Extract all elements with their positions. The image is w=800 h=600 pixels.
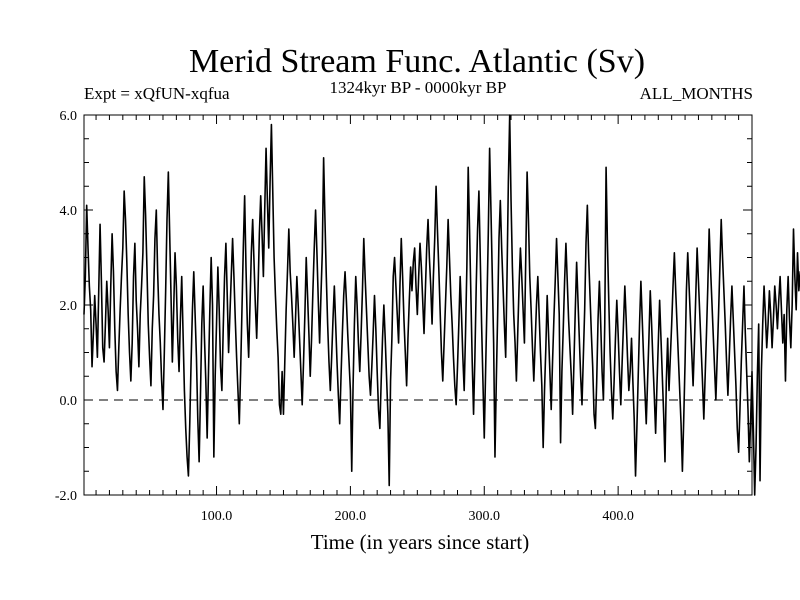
x-tick-label: 200.0 [335,509,367,524]
y-tick-label: 4.0 [60,204,78,219]
months-label: ALL_MONTHS [640,84,753,103]
axis-tick-labels: 100.0 200.0 300.0 400.0 -2.0 0.0 2.0 4.0 6.0 [55,109,634,524]
chart-title: Merid Stream Func. Atlantic (Sv) [189,43,645,80]
y-tick-label: 0.0 [60,394,78,409]
series-group [83,114,800,496]
x-tick-label: 400.0 [602,509,634,524]
x-tick-label: 300.0 [469,509,501,524]
y-tick-label: 6.0 [60,109,78,124]
y-tick-label: 2.0 [60,299,78,314]
y-tick-label: -2.0 [55,489,77,504]
series-line [83,114,800,496]
experiment-label: Expt = xQfUN-xqfua [84,84,230,103]
period-label: 1324kyr BP - 0000kyr BP [330,78,507,97]
x-tick-label: 100.0 [201,509,233,524]
x-axis-label: Time (in years since start) [311,530,530,554]
